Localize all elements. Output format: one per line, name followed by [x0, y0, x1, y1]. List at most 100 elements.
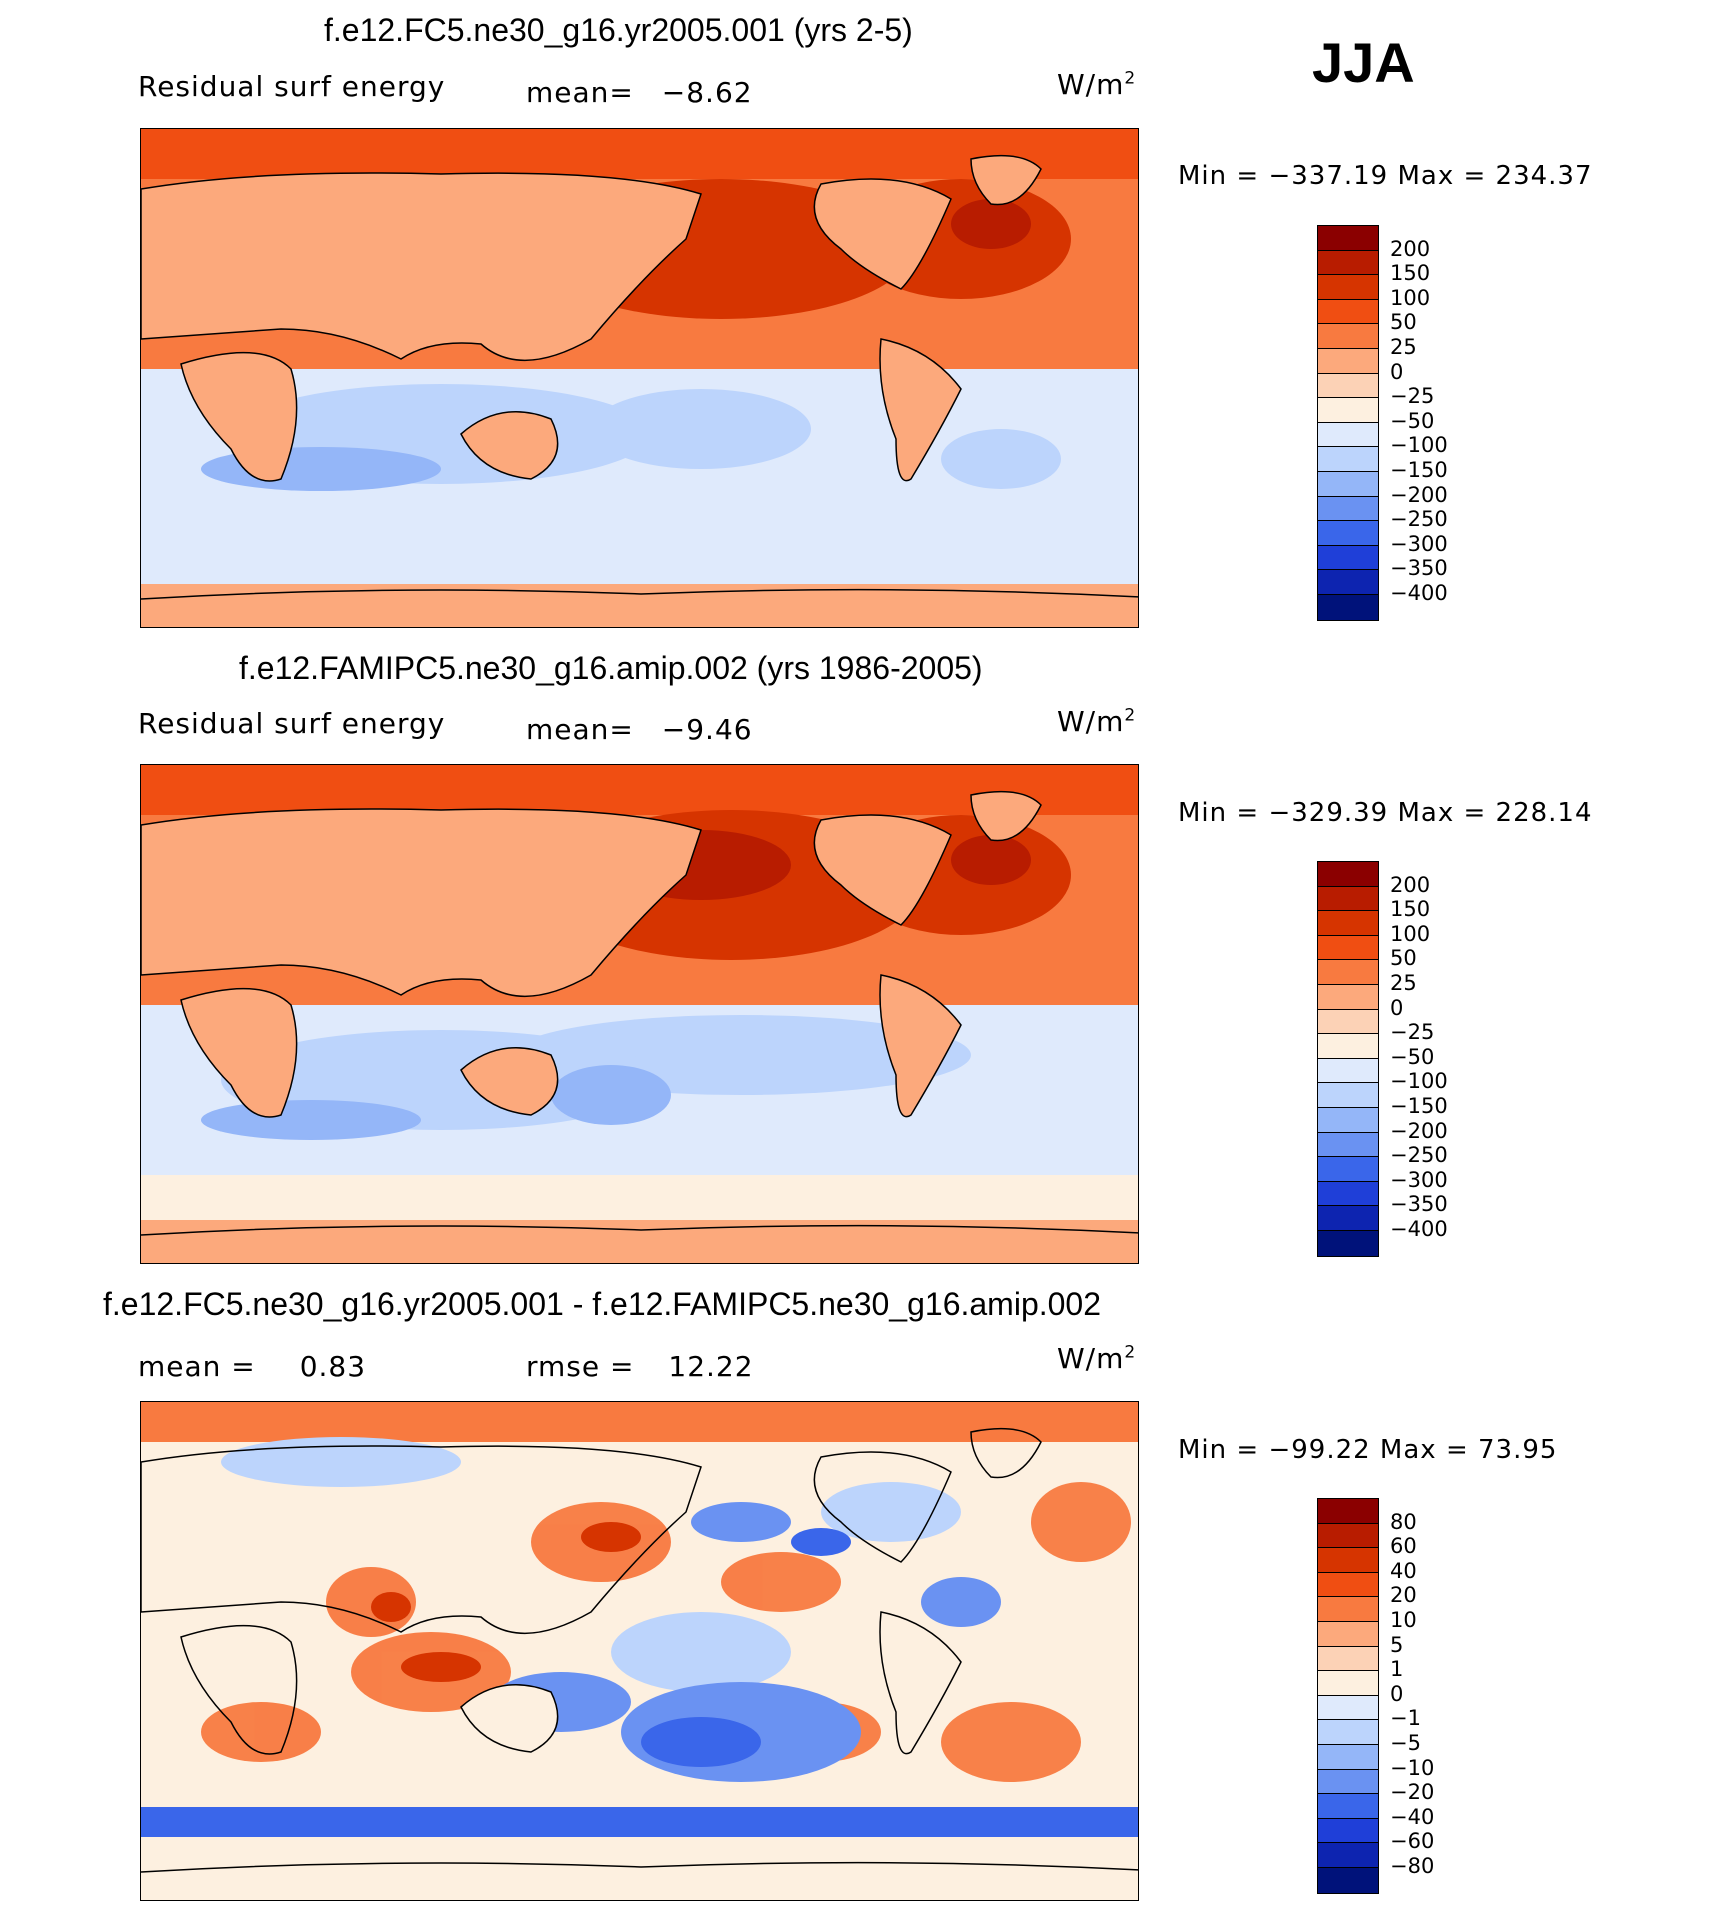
- panel2-colorbar-swatch: [1318, 1230, 1378, 1256]
- panel2-colorbar-tick-label: −250: [1390, 1143, 1448, 1168]
- panel3-colorbar-swatch: [1318, 1621, 1378, 1647]
- panel3-colorbar-tick-label: 0: [1390, 1681, 1404, 1706]
- panel2-mean: mean= −9.46: [526, 713, 753, 746]
- panel3-colorbar-swatch: [1318, 1646, 1378, 1672]
- panel3-rmse: rmse = 12.22: [526, 1350, 754, 1383]
- panel3-mean-label: mean =: [138, 1350, 256, 1383]
- panel2-colorbar-swatch: [1318, 1206, 1378, 1231]
- panel1-colorbar-swatch: [1318, 521, 1378, 546]
- panel3-rmse-value: 12.22: [668, 1350, 754, 1383]
- panel1-colorbar-tick-label: −200: [1390, 482, 1448, 507]
- panel3-colorbar-swatch: [1318, 1499, 1378, 1524]
- panel1-colorbar-tick-label: 200: [1390, 236, 1431, 261]
- panel2-colorbar-tick-label: −400: [1390, 1217, 1448, 1241]
- panel1-colorbar-tick-label: −50: [1390, 408, 1435, 433]
- panel1-colorbar-swatch: [1318, 299, 1378, 325]
- panel1-minmax: Min = −337.19 Max = 234.37: [1178, 161, 1593, 191]
- panel1-colorbar-tick-label: −300: [1390, 531, 1448, 556]
- panel3-colorbar-swatch: [1318, 1695, 1378, 1721]
- panel2-colorbar-tick-label: −25: [1390, 1020, 1435, 1045]
- panel2-colorbar-tick-label: −100: [1390, 1069, 1448, 1094]
- panel3-colorbar-tick-label: −5: [1390, 1731, 1421, 1755]
- panel1-units-label: W/m: [1057, 68, 1125, 101]
- panel1-units-exp: 2: [1124, 68, 1137, 89]
- panel1-colorbar-swatch: [1318, 570, 1378, 595]
- panel2-colorbar-tick-label: 200: [1390, 872, 1431, 897]
- panel1-colorbar-tick-label: 150: [1390, 261, 1431, 286]
- panel3-colorbar-tick-label: −40: [1390, 1804, 1435, 1829]
- panel2-colorbar-swatch: [1318, 984, 1378, 1010]
- panel2-colorbar-swatch: [1318, 1107, 1378, 1133]
- panel1-mean-value: −8.62: [661, 76, 753, 109]
- panel3-colorbar-swatch: [1318, 1572, 1378, 1598]
- panel2-variable: Residual surf energy: [138, 707, 446, 740]
- panel2-colorbar-tick-label: 150: [1390, 897, 1431, 922]
- panel2-colorbar-swatch: [1318, 1157, 1378, 1182]
- panel3-colorbar-tick-label: 60: [1390, 1534, 1417, 1559]
- panel3-colorbar-swatch: [1318, 1597, 1378, 1622]
- panel2-colorbar-swatch: [1318, 886, 1378, 912]
- panel3-colorbar-swatch: [1318, 1818, 1378, 1844]
- panel1-colorbar-tick-label: 0: [1390, 359, 1404, 384]
- panel2-colorbar-tick-label: −50: [1390, 1044, 1435, 1069]
- panel1-title: f.e12.FC5.ne30_g16.yr2005.001 (yrs 2-5): [324, 12, 913, 48]
- panel2-colorbar-swatch: [1318, 1181, 1378, 1207]
- panel2-mean-value: −9.46: [661, 713, 753, 746]
- panel1-colorbar-swatch: [1318, 471, 1378, 497]
- panel1-colorbar-tick-label: −400: [1390, 581, 1448, 605]
- panel3-colorbar-swatch: [1318, 1523, 1378, 1549]
- panel3-colorbar-swatch: [1318, 1843, 1378, 1868]
- panel1-colorbar-swatch: [1318, 545, 1378, 571]
- panel3-colorbar-tick-label: −80: [1390, 1854, 1435, 1878]
- panel1-colorbar-swatch: [1318, 422, 1378, 448]
- panel1-mean-label: mean=: [526, 76, 634, 109]
- panel1-colorbar-tick-label: −25: [1390, 384, 1435, 409]
- panel3-rmse-label: rmse =: [526, 1350, 635, 1383]
- panel2-colorbar-tick-label: −300: [1390, 1167, 1448, 1192]
- panel2-title: f.e12.FAMIPC5.ne30_g16.amip.002 (yrs 198…: [239, 650, 983, 686]
- panel2-colorbar-swatch: [1318, 1009, 1378, 1035]
- panel3-colorbar-swatch: [1318, 1867, 1378, 1893]
- panel1-colorbar-swatch: [1318, 496, 1378, 522]
- panel1-colorbar-swatch: [1318, 373, 1378, 399]
- panel3-mean-value: 0.83: [299, 1350, 367, 1383]
- panel3-minmax: Min = −99.22 Max = 73.95: [1178, 1435, 1558, 1465]
- panel3-units-label: W/m: [1057, 1342, 1125, 1375]
- panel2-colorbar-swatch: [1318, 1058, 1378, 1084]
- panel3-colorbar-swatch: [1318, 1794, 1378, 1819]
- panel2-colorbar-swatch: [1318, 960, 1378, 985]
- panel1-colorbar-tick-label: 100: [1390, 285, 1431, 310]
- panel2-colorbar-swatch: [1318, 1132, 1378, 1158]
- panel2-colorbar-tick-label: 25: [1390, 971, 1417, 995]
- panel3-colorbar-swatch: [1318, 1720, 1378, 1745]
- panel2-colorbar-tick-label: −350: [1390, 1192, 1448, 1217]
- panel1-colorbar-tick-label: −250: [1390, 507, 1448, 532]
- panel2-colorbar-tick-label: −150: [1390, 1094, 1448, 1118]
- panel1-colorbar-tick-label: 25: [1390, 335, 1417, 359]
- panel3-colorbar-swatch: [1318, 1769, 1378, 1795]
- panel3-colorbar-tick-label: 80: [1390, 1509, 1417, 1534]
- panel3-colorbar-swatch: [1318, 1744, 1378, 1770]
- panel3-colorbar-tick-label: −20: [1390, 1780, 1435, 1805]
- panel3-colorbar: [1317, 1498, 1379, 1894]
- panel1-colorbar-tick-label: 50: [1390, 310, 1417, 335]
- panel1-colorbar-tick-label: −150: [1390, 458, 1448, 482]
- panel2-colorbar-swatch: [1318, 1083, 1378, 1108]
- panel2-colorbar-swatch: [1318, 935, 1378, 961]
- panel1-colorbar-swatch: [1318, 594, 1378, 620]
- panel2-colorbar: [1317, 861, 1379, 1257]
- panel3-map-svg: [141, 1402, 1138, 1900]
- panel3-colorbar-tick-label: −1: [1390, 1706, 1421, 1731]
- panel3-mean: mean = 0.83: [138, 1350, 366, 1383]
- panel2-minmax: Min = −329.39 Max = 228.14: [1178, 798, 1593, 828]
- panel2-map: [140, 764, 1139, 1264]
- panel2-colorbar-tick-label: −200: [1390, 1118, 1448, 1143]
- panel3-colorbar-tick-label: 20: [1390, 1583, 1417, 1608]
- panel1-colorbar-swatch: [1318, 250, 1378, 276]
- panel1-colorbar: [1317, 225, 1379, 621]
- panel3-units-exp: 2: [1124, 1342, 1137, 1363]
- panel3-colorbar-tick-label: −10: [1390, 1755, 1435, 1780]
- panel3-colorbar-tick-label: −60: [1390, 1829, 1435, 1854]
- panel1-colorbar-swatch: [1318, 398, 1378, 423]
- panel2-colorbar-swatch: [1318, 862, 1378, 887]
